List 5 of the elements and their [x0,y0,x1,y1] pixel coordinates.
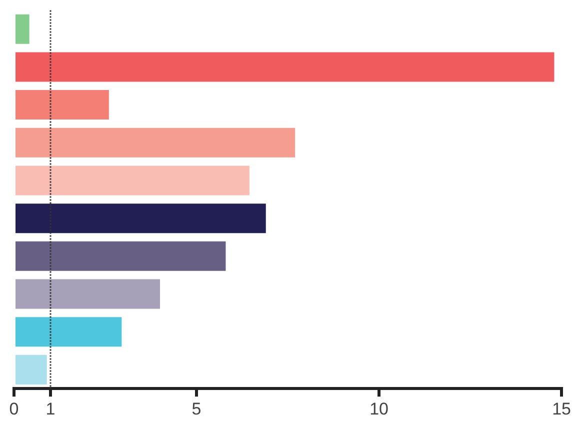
x-tick-label: 15 [552,399,572,418]
x-tick-label: 5 [192,399,202,418]
x-tick-label: 1 [46,399,56,418]
x-tick-label: 10 [370,399,388,418]
x-tick-label: 0 [9,399,19,418]
